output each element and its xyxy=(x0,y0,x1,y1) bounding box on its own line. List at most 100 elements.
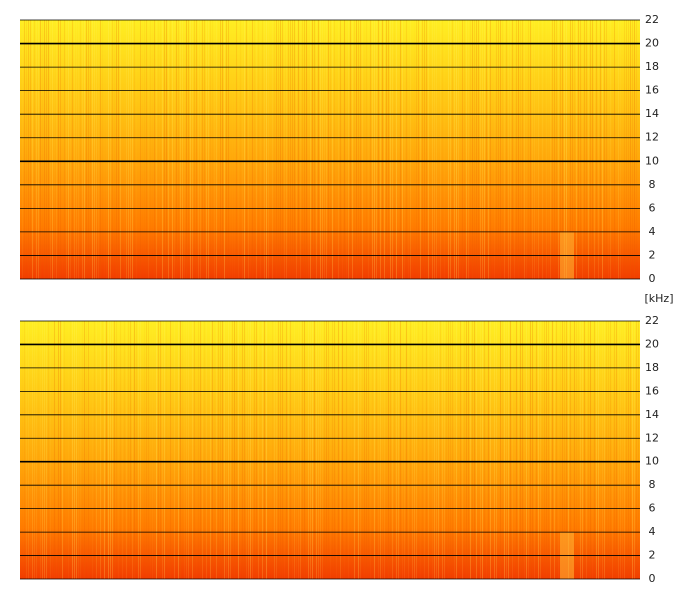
texture xyxy=(276,20,277,279)
y-axis-label: [kHz] xyxy=(645,292,674,305)
texture xyxy=(618,20,619,279)
texture xyxy=(480,20,481,279)
texture xyxy=(514,321,515,579)
texture xyxy=(372,321,373,579)
texture xyxy=(356,20,357,279)
texture xyxy=(46,20,47,279)
texture xyxy=(150,321,151,579)
texture xyxy=(24,321,25,579)
texture xyxy=(558,20,559,279)
texture xyxy=(326,321,327,579)
texture xyxy=(218,20,219,279)
texture xyxy=(286,321,287,579)
texture xyxy=(178,321,179,579)
texture xyxy=(520,321,521,579)
texture xyxy=(412,20,413,279)
texture xyxy=(288,321,289,579)
texture xyxy=(162,321,163,579)
texture xyxy=(144,20,145,279)
texture xyxy=(414,321,415,579)
texture xyxy=(88,20,89,279)
texture xyxy=(208,20,209,279)
texture xyxy=(290,20,291,279)
y-tick-label: 12 xyxy=(645,131,659,144)
texture xyxy=(176,20,177,279)
texture xyxy=(168,20,169,279)
texture xyxy=(576,321,577,579)
texture xyxy=(132,321,133,579)
texture xyxy=(310,20,311,279)
texture xyxy=(280,321,281,579)
texture xyxy=(578,321,579,579)
texture xyxy=(274,20,275,279)
texture xyxy=(626,20,627,279)
texture xyxy=(136,321,137,579)
texture xyxy=(610,20,611,279)
texture xyxy=(444,20,445,279)
texture xyxy=(586,20,587,279)
texture xyxy=(302,20,303,279)
texture xyxy=(342,321,343,579)
texture xyxy=(448,321,449,579)
texture xyxy=(594,20,595,279)
texture xyxy=(602,20,603,279)
texture xyxy=(518,321,519,579)
texture xyxy=(434,20,435,279)
texture xyxy=(40,321,41,579)
spectrogram-image xyxy=(20,321,640,579)
texture xyxy=(584,20,585,279)
texture xyxy=(124,321,125,579)
texture xyxy=(258,20,259,279)
texture xyxy=(296,321,297,579)
texture xyxy=(458,20,459,279)
texture xyxy=(116,321,117,579)
texture xyxy=(242,321,243,579)
texture xyxy=(260,321,261,579)
texture xyxy=(66,321,67,579)
texture xyxy=(482,20,483,279)
texture xyxy=(444,321,445,579)
texture xyxy=(450,20,451,279)
texture xyxy=(152,20,153,279)
texture xyxy=(522,321,523,579)
texture xyxy=(68,321,69,579)
texture xyxy=(42,321,43,579)
texture xyxy=(272,321,273,579)
texture xyxy=(162,20,163,279)
texture xyxy=(130,321,131,579)
texture xyxy=(186,321,187,579)
texture xyxy=(230,321,231,579)
texture xyxy=(26,321,27,579)
texture xyxy=(322,321,323,579)
texture xyxy=(302,321,303,579)
texture xyxy=(338,321,339,579)
texture xyxy=(380,321,381,579)
y-tick-label: 22 xyxy=(645,314,659,327)
texture xyxy=(390,20,391,279)
texture xyxy=(252,321,253,579)
texture xyxy=(28,20,29,279)
texture xyxy=(578,20,579,279)
texture xyxy=(110,321,111,579)
texture xyxy=(486,321,487,579)
texture xyxy=(638,20,639,279)
texture xyxy=(546,20,547,279)
texture xyxy=(56,20,57,279)
texture xyxy=(536,321,537,579)
texture xyxy=(592,20,593,279)
y-tick-label: 12 xyxy=(645,431,659,444)
texture xyxy=(424,321,425,579)
texture xyxy=(560,20,561,279)
texture xyxy=(94,321,95,579)
texture xyxy=(228,321,229,579)
texture xyxy=(508,321,509,579)
texture xyxy=(240,321,241,579)
texture xyxy=(324,20,325,279)
texture xyxy=(212,20,213,279)
texture xyxy=(378,20,379,279)
texture xyxy=(382,20,383,279)
texture xyxy=(474,20,475,279)
texture xyxy=(104,321,105,579)
texture xyxy=(432,321,433,579)
texture xyxy=(160,321,161,579)
